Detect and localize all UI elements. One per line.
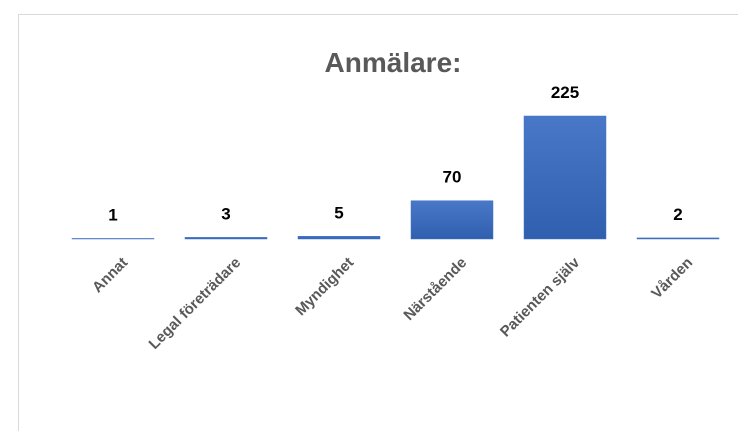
- bar: [410, 200, 494, 240]
- bar: [184, 237, 268, 240]
- bar: [636, 237, 720, 240]
- data-label: 225: [551, 83, 579, 102]
- chart-title: Anmälare:: [325, 47, 462, 78]
- data-label: 1: [108, 205, 117, 224]
- data-label: 3: [221, 204, 230, 223]
- bar: [297, 236, 381, 240]
- data-label: 2: [673, 205, 682, 224]
- data-label: 70: [443, 168, 462, 187]
- data-label: 5: [334, 203, 343, 222]
- bar: [71, 238, 155, 240]
- chart-frame: [18, 14, 738, 431]
- bar: [523, 115, 607, 240]
